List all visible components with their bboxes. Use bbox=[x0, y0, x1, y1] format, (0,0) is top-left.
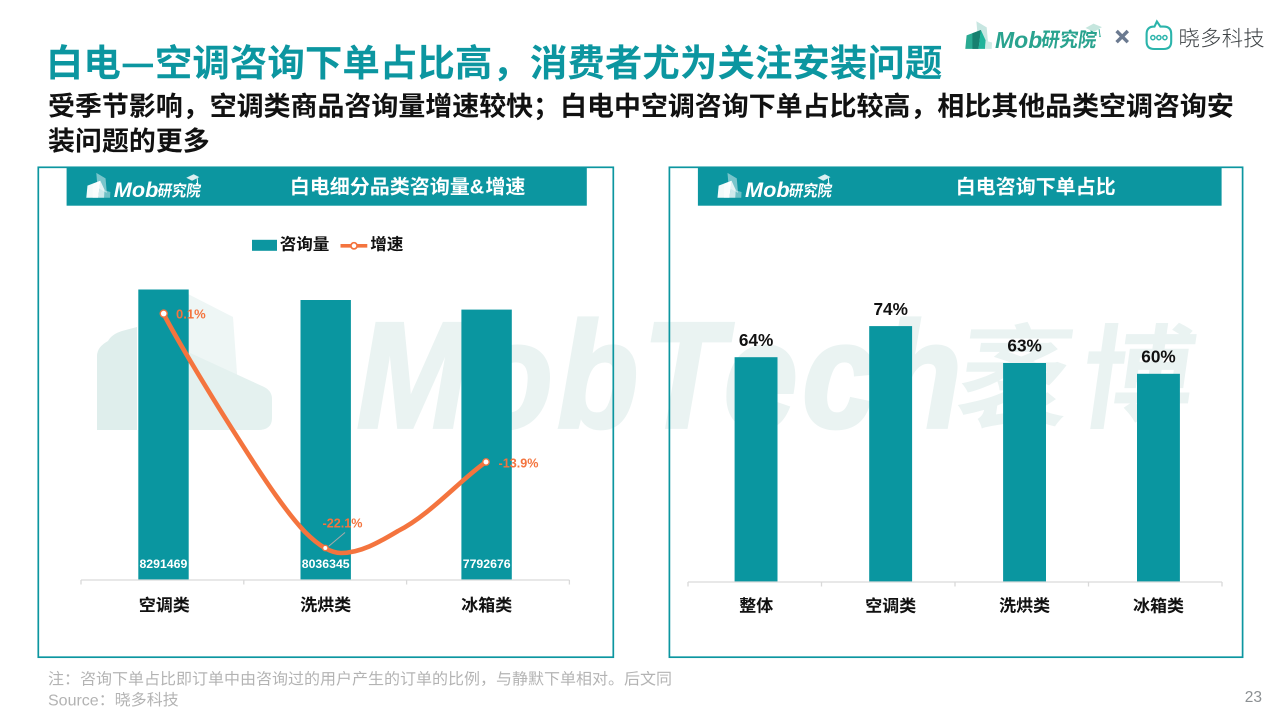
svg-text:MobTech: MobTech bbox=[357, 291, 966, 459]
svg-text:8036345: 8036345 bbox=[302, 557, 350, 571]
svg-text:23: 23 bbox=[1245, 689, 1262, 706]
svg-text:Mob: Mob bbox=[745, 177, 790, 202]
svg-text:Source: Source bbox=[48, 692, 99, 709]
svg-text:63%: 63% bbox=[1007, 336, 1041, 356]
svg-text:64%: 64% bbox=[739, 330, 773, 350]
svg-text:8291469: 8291469 bbox=[139, 557, 187, 571]
svg-text:74%: 74% bbox=[873, 299, 907, 319]
svg-text:-13.9%: -13.9% bbox=[499, 456, 539, 470]
svg-text:&: & bbox=[470, 177, 484, 199]
svg-text:60%: 60% bbox=[1141, 347, 1175, 367]
svg-text:Mob: Mob bbox=[114, 177, 159, 202]
svg-text:Mob: Mob bbox=[995, 27, 1042, 53]
svg-text:-22.1%: -22.1% bbox=[323, 517, 363, 531]
svg-text:7792676: 7792676 bbox=[463, 557, 511, 571]
svg-text:0.1%: 0.1% bbox=[176, 307, 206, 322]
